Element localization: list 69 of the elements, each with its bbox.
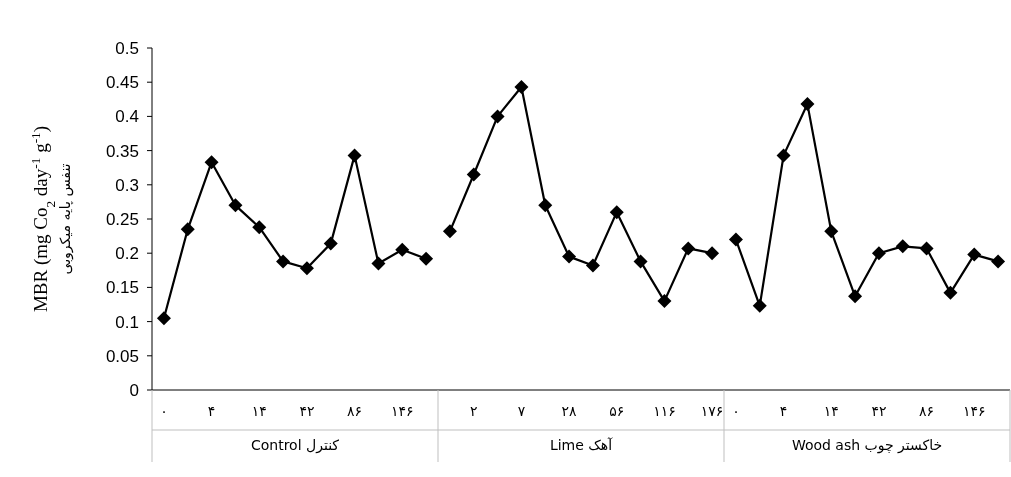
x-tick-label: ۱۱۶ — [653, 403, 676, 419]
point — [252, 220, 267, 235]
y-tick-label: 0.4 — [115, 107, 139, 127]
y-tick-label: 0.05 — [105, 346, 139, 366]
point — [585, 258, 600, 273]
y-tick-label: 0.25 — [105, 210, 139, 229]
point — [347, 148, 362, 163]
text: آهک Lime — [549, 437, 614, 453]
point — [156, 311, 171, 326]
x-tick-label: ۸۶ — [919, 403, 935, 419]
point — [800, 97, 815, 112]
y-tick-label: 0.3 — [115, 175, 139, 195]
x-tick-label: ۱۴ — [823, 403, 839, 419]
x-tick-label: ۱۴۶ — [390, 403, 414, 419]
x-tick-label: ۴۲ — [299, 403, 315, 419]
x-tick-label: ۷ — [517, 403, 526, 419]
point — [276, 254, 291, 269]
y-tick-label: 0.15 — [105, 278, 139, 298]
text: تنفس پایه میکروبی — [57, 163, 74, 275]
y-tick-label: 0.5 — [115, 39, 139, 58]
x-tick-label: ۵۶ — [609, 403, 625, 419]
point — [371, 256, 386, 271]
x-tick-label: ۱۴ — [251, 403, 267, 419]
text: خاکستر چوب Wood ash — [791, 437, 943, 454]
point — [871, 246, 886, 261]
y-tick-label: 0 — [129, 381, 139, 400]
point — [609, 205, 624, 220]
y-tick-label: 0.35 — [105, 141, 139, 161]
point — [657, 294, 672, 309]
point — [514, 79, 529, 94]
point — [323, 236, 338, 251]
point — [919, 241, 934, 256]
point — [419, 251, 434, 266]
x-tick-label: ۲۸ — [561, 403, 578, 419]
point — [752, 298, 767, 313]
point — [967, 247, 982, 262]
x-tick-label: ۰ — [732, 403, 740, 419]
text: کنترل Control — [250, 437, 340, 454]
point — [895, 239, 910, 254]
point — [562, 249, 577, 264]
point — [776, 148, 791, 163]
point — [442, 224, 457, 239]
point — [848, 289, 863, 304]
y-tick-label: 0.1 — [115, 312, 139, 332]
point — [681, 241, 696, 256]
point — [728, 232, 743, 247]
point — [466, 167, 481, 182]
point — [538, 198, 553, 213]
x-tick-label: ۱۴۶ — [962, 403, 986, 419]
y-tick-label: 0.2 — [115, 244, 139, 264]
y-tick-label: 0.45 — [105, 73, 139, 93]
x-tick-label: ۲ — [469, 403, 478, 419]
x-tick-label: ۱۷۶ — [700, 403, 724, 419]
point — [204, 155, 219, 170]
x-tick-label: ۴ — [207, 403, 216, 419]
point — [824, 224, 839, 239]
point — [490, 109, 505, 124]
point — [633, 254, 648, 269]
point — [180, 222, 195, 237]
x-tick-label: ۴ — [779, 403, 788, 419]
point — [395, 242, 410, 257]
x-tick-label: ۰ — [160, 403, 168, 419]
point — [991, 254, 1006, 269]
point — [705, 246, 720, 261]
x-tick-label: ۸۶ — [347, 403, 363, 419]
point — [228, 198, 243, 213]
point — [943, 285, 958, 300]
point — [299, 261, 314, 276]
x-tick-label: ۴۲ — [871, 403, 887, 419]
